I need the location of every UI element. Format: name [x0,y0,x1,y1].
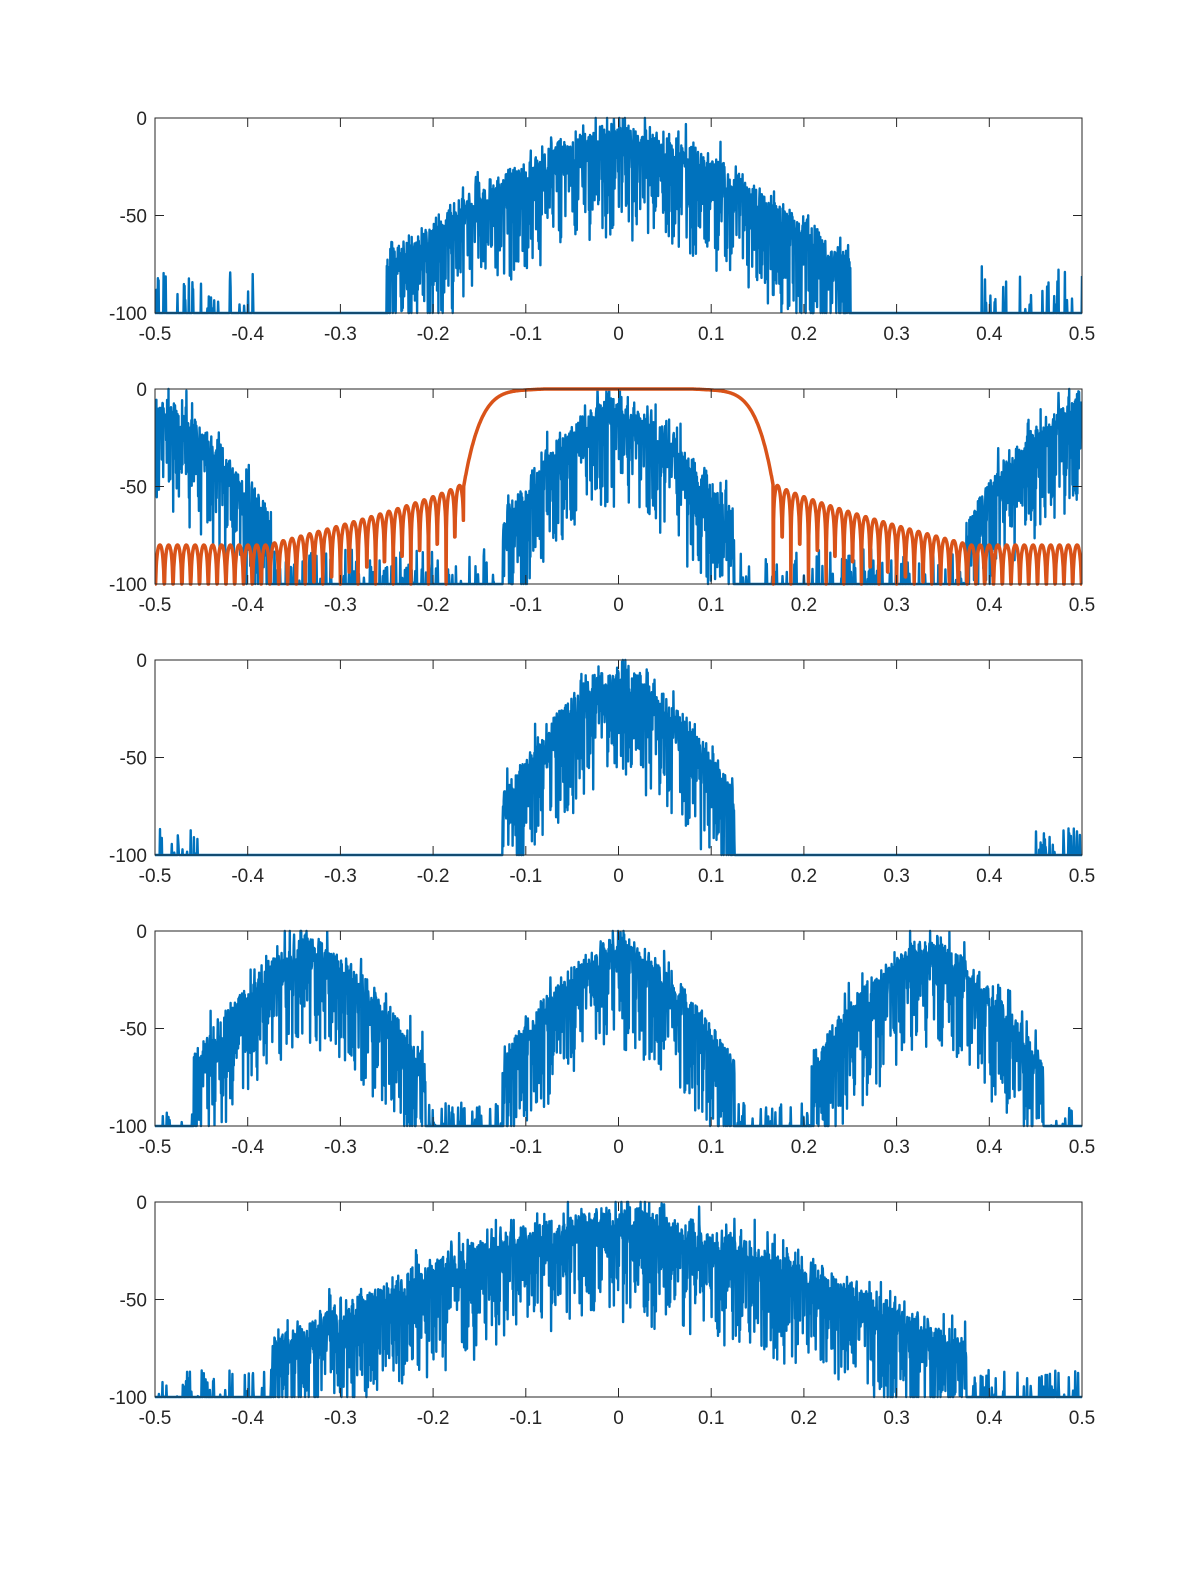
x-tick-label: 0.4 [976,1137,1003,1158]
y-tick-label: -50 [120,1291,147,1312]
y-tick-label: -50 [120,478,147,499]
x-tick-label: -0.2 [417,595,450,616]
x-tick-label: 0.3 [883,324,909,345]
x-tick-label: 0.1 [698,1137,724,1158]
x-tick-label: -0.3 [324,1137,357,1158]
x-tick-label: 0 [613,1137,624,1158]
spectrum-line [155,116,1082,315]
x-tick-label: 0.5 [1069,866,1095,887]
x-tick-label: 0.4 [976,1408,1003,1429]
y-tick-label: -50 [120,1020,147,1041]
x-tick-label: 0.5 [1069,324,1095,345]
subplot-2: -0.5 -0.4 -0.3 -0.2 -0.1 0 0.1 0.2 0.3 0.4 0.5 0 -50… [109,380,1095,616]
y-tick-label: -100 [109,575,147,596]
x-tick-label: -0.5 [139,595,172,616]
x-tick-label: -0.2 [417,1137,450,1158]
x-tick-label: -0.2 [417,324,450,345]
subplot-3: -0.5 -0.4 -0.3 -0.2 -0.1 0 0.1 0.2 0.3 0.4 0.5 0 -50… [109,651,1095,887]
x-tick-label: 0.1 [698,324,724,345]
x-tick-label: -0.4 [231,1408,264,1429]
x-tick-label: -0.5 [139,324,172,345]
x-tick-label: 0 [613,1408,624,1429]
y-tick-label: 0 [136,109,147,130]
y-tick-label: -100 [109,304,147,325]
y-tick-label: -50 [120,749,147,770]
y-tick-label: -100 [109,1388,147,1409]
x-tick-label: -0.2 [417,866,450,887]
subplot-1: -0.5 -0.4 -0.3 -0.2 -0.1 0 0.1 0.2 0.3 0.4 0.5 0 -50… [109,109,1095,345]
y-tick-label: 0 [136,922,147,943]
x-tick-label: -0.1 [509,866,542,887]
x-tick-label: 0.4 [976,324,1003,345]
x-tick-label: 0.3 [883,595,909,616]
x-tick-label: 0 [613,866,624,887]
x-tick-label: -0.5 [139,1408,172,1429]
x-tick-label: -0.3 [324,1408,357,1429]
x-tick-label: 0.4 [976,866,1003,887]
x-tick-label: 0.3 [883,866,909,887]
x-tick-label: -0.1 [509,1137,542,1158]
x-tick-label: -0.2 [417,1408,450,1429]
x-tick-label: -0.3 [324,595,357,616]
y-tick-label: -100 [109,846,147,867]
x-tick-label: -0.4 [231,595,264,616]
x-tick-label: -0.3 [324,866,357,887]
x-tick-label: -0.4 [231,866,264,887]
x-tick-label: 0.1 [698,595,724,616]
spectrum-line [155,929,1082,1128]
x-tick-label: 0.1 [698,866,724,887]
x-tick-label: 0.2 [791,324,817,345]
subplot-4: -0.5 -0.4 -0.3 -0.2 -0.1 0 0.1 0.2 0.3 0.4 0.5 0 -50… [109,922,1095,1158]
x-tick-label: 0.2 [791,866,817,887]
x-tick-label: -0.5 [139,1137,172,1158]
y-tick-label: 0 [136,380,147,401]
x-tick-label: -0.4 [231,1137,264,1158]
x-tick-label: 0.3 [883,1137,909,1158]
spectrum-line [155,658,1082,857]
x-tick-label: 0 [613,595,624,616]
x-tick-label: 0.4 [976,595,1003,616]
x-tick-label: -0.3 [324,324,357,345]
y-tick-label: 0 [136,1193,147,1214]
x-tick-label: -0.4 [231,324,264,345]
x-tick-label: 0.2 [791,1137,817,1158]
y-tick-label: 0 [136,651,147,672]
x-tick-label: 0.1 [698,1408,724,1429]
x-tick-label: 0.2 [791,595,817,616]
x-tick-label: 0.5 [1069,1137,1095,1158]
x-tick-label: -0.1 [509,595,542,616]
x-tick-label: -0.1 [509,1408,542,1429]
x-tick-label: 0.3 [883,1408,909,1429]
x-tick-label: 0.5 [1069,595,1095,616]
y-tick-label: -100 [109,1117,147,1138]
x-tick-label: -0.1 [509,324,542,345]
spectrum-line [155,1200,1082,1399]
subplot-5: -0.5 -0.4 -0.3 -0.2 -0.1 0 0.1 0.2 0.3 0.4 0.5 0 -50… [109,1193,1095,1429]
x-tick-label: 0.2 [791,1408,817,1429]
x-tick-label: 0.5 [1069,1408,1095,1429]
y-tick-label: -50 [120,207,147,228]
x-tick-label: -0.5 [139,866,172,887]
x-tick-label: 0 [613,324,624,345]
